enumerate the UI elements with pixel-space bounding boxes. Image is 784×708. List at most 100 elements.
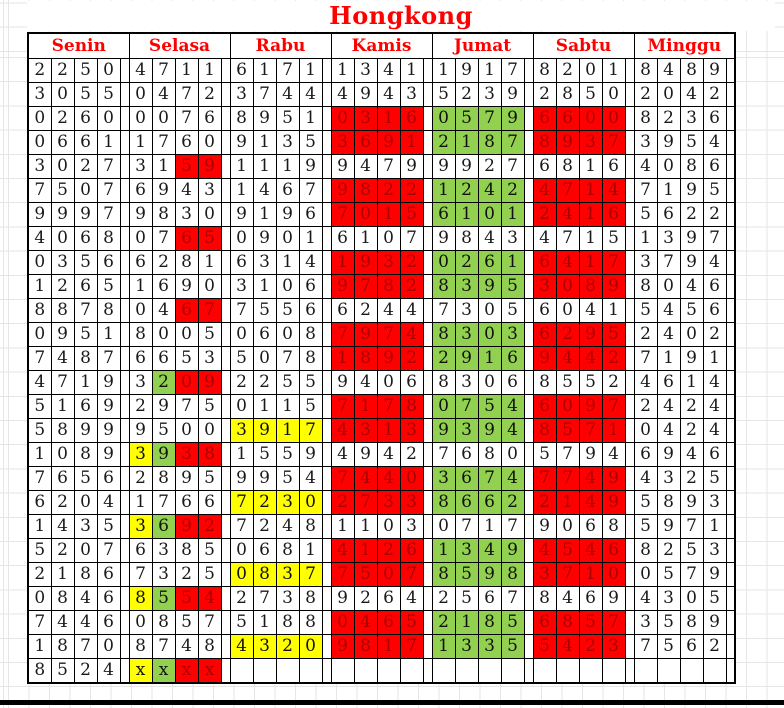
digit-cell[interactable]: 1 [353, 537, 378, 563]
digit-cell[interactable]: 9 [128, 201, 153, 227]
digit-cell[interactable]: 4 [601, 177, 626, 203]
digit-cell[interactable]: 0 [555, 393, 580, 419]
digit-cell[interactable]: 8 [298, 321, 323, 347]
digit-cell[interactable]: 7 [96, 537, 121, 563]
digit-cell[interactable] [633, 657, 658, 683]
digit-cell[interactable]: 1 [252, 201, 277, 227]
digit-cell[interactable]: 2 [50, 537, 75, 563]
digit-cell[interactable]: 1 [601, 417, 626, 443]
digit-cell[interactable]: 9 [151, 441, 176, 467]
digit-cell[interactable]: 3 [500, 321, 525, 347]
digit-cell[interactable]: 2 [376, 177, 401, 203]
digit-cell[interactable]: 6 [532, 321, 557, 347]
digit-cell[interactable]: 6 [477, 489, 502, 515]
digit-cell[interactable]: 6 [252, 537, 277, 563]
digit-cell[interactable]: 4 [679, 81, 704, 107]
digit-cell[interactable]: 5 [197, 537, 222, 563]
digit-cell[interactable]: 5 [197, 321, 222, 347]
digit-cell[interactable]: 2 [431, 609, 456, 635]
digit-cell[interactable]: 3 [252, 249, 277, 275]
digit-cell[interactable]: 7 [73, 633, 98, 659]
digit-cell[interactable]: 0 [73, 537, 98, 563]
digit-cell[interactable]: 1 [330, 249, 355, 275]
digit-cell[interactable]: 6 [128, 177, 153, 203]
digit-cell[interactable]: 2 [50, 273, 75, 299]
digit-cell[interactable]: 9 [679, 345, 704, 371]
digit-cell[interactable]: 3 [399, 513, 424, 539]
digit-cell[interactable]: 0 [679, 321, 704, 347]
digit-cell[interactable]: 2 [679, 393, 704, 419]
digit-cell[interactable]: 7 [275, 57, 300, 83]
digit-cell[interactable]: 7 [679, 513, 704, 539]
digit-cell[interactable]: 4 [578, 465, 603, 491]
digit-cell[interactable]: 7 [330, 201, 355, 227]
digit-cell[interactable]: 6 [151, 345, 176, 371]
digit-cell[interactable]: 5 [454, 561, 479, 587]
digit-cell[interactable]: 7 [96, 177, 121, 203]
digit-cell[interactable]: 2 [633, 81, 658, 107]
digit-cell[interactable]: 2 [399, 345, 424, 371]
digit-cell[interactable]: 2 [454, 81, 479, 107]
digit-cell[interactable]: 6 [330, 297, 355, 323]
digit-cell[interactable]: 5 [431, 81, 456, 107]
digit-cell[interactable]: 2 [633, 393, 658, 419]
digit-cell[interactable]: 5 [656, 633, 681, 659]
digit-cell[interactable]: 7 [633, 177, 658, 203]
digit-cell[interactable]: 1 [454, 129, 479, 155]
digit-cell[interactable]: 3 [128, 441, 153, 467]
digit-cell[interactable]: 9 [73, 417, 98, 443]
digit-cell[interactable]: 0 [376, 225, 401, 251]
digit-cell[interactable]: 8 [431, 321, 456, 347]
digit-cell[interactable]: 8 [50, 297, 75, 323]
digit-cell[interactable]: 2 [27, 561, 52, 587]
digit-cell[interactable]: 3 [633, 129, 658, 155]
digit-cell[interactable]: 6 [578, 513, 603, 539]
digit-cell[interactable]: 5 [298, 393, 323, 419]
digit-cell[interactable]: 0 [128, 225, 153, 251]
digit-cell[interactable]: 6 [532, 393, 557, 419]
digit-cell[interactable]: 0 [555, 297, 580, 323]
digit-cell[interactable]: 8 [96, 225, 121, 251]
digit-cell[interactable]: 3 [73, 513, 98, 539]
digit-cell[interactable]: 5 [633, 489, 658, 515]
digit-cell[interactable]: 9 [578, 321, 603, 347]
digit-cell[interactable]: 9 [151, 393, 176, 419]
digit-cell[interactable]: 3 [431, 465, 456, 491]
digit-cell[interactable]: 0 [252, 345, 277, 371]
digit-cell[interactable]: 6 [275, 177, 300, 203]
digit-cell[interactable]: 5 [555, 417, 580, 443]
digit-cell[interactable]: 8 [151, 465, 176, 491]
digit-cell[interactable]: 1 [477, 513, 502, 539]
digit-cell[interactable]: 1 [27, 633, 52, 659]
digit-cell[interactable]: 7 [500, 153, 525, 179]
digit-cell[interactable]: 7 [27, 465, 52, 491]
digit-cell[interactable]: 6 [633, 441, 658, 467]
digit-cell[interactable]: 4 [50, 513, 75, 539]
digit-cell[interactable]: 4 [555, 633, 580, 659]
digit-cell[interactable]: 2 [702, 633, 727, 659]
digit-cell[interactable]: 3 [656, 585, 681, 611]
digit-cell[interactable]: 2 [601, 345, 626, 371]
digit-cell[interactable]: 4 [376, 57, 401, 83]
digit-cell[interactable]: 1 [298, 57, 323, 83]
digit-cell[interactable]: 1 [477, 57, 502, 83]
digit-cell[interactable]: 1 [252, 393, 277, 419]
digit-cell[interactable]: 1 [151, 153, 176, 179]
digit-cell[interactable]: 9 [477, 561, 502, 587]
digit-cell[interactable]: 5 [50, 657, 75, 683]
digit-cell[interactable]: 1 [128, 489, 153, 515]
digit-cell[interactable]: 6 [73, 393, 98, 419]
digit-cell[interactable]: 8 [656, 489, 681, 515]
digit-cell[interactable]: 9 [679, 225, 704, 251]
digit-cell[interactable]: 9 [601, 273, 626, 299]
digit-cell[interactable]: 2 [601, 369, 626, 395]
digit-cell[interactable]: 6 [399, 369, 424, 395]
digit-cell[interactable]: 7 [555, 177, 580, 203]
digit-cell[interactable]: 8 [679, 153, 704, 179]
digit-cell[interactable]: 2 [252, 489, 277, 515]
digit-cell[interactable]: 1 [702, 345, 727, 371]
digit-cell[interactable]: 1 [578, 201, 603, 227]
digit-cell[interactable]: 4 [656, 57, 681, 83]
digit-cell[interactable]: 1 [353, 393, 378, 419]
digit-cell[interactable]: 2 [252, 513, 277, 539]
